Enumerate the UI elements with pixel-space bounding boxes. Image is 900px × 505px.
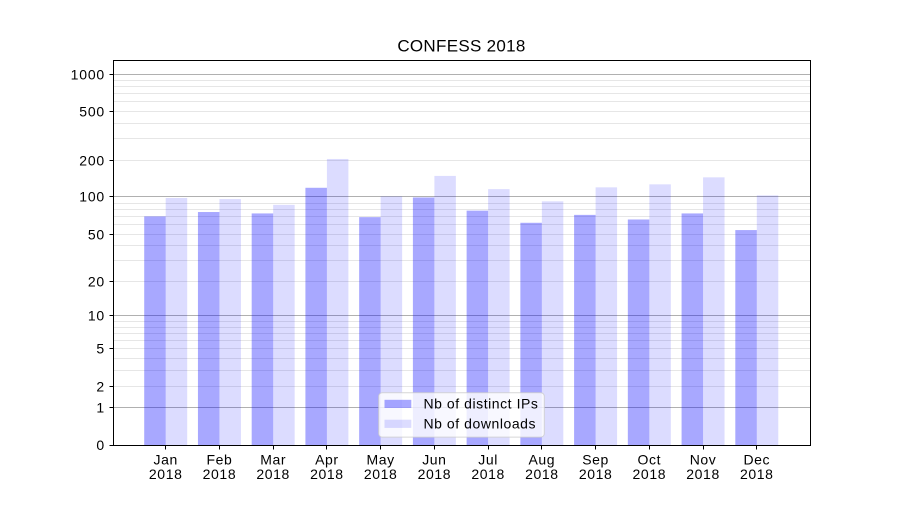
svg-text:CONFESS 2018: CONFESS 2018	[397, 37, 525, 56]
svg-text:2018: 2018	[686, 466, 720, 482]
svg-text:Nb of downloads: Nb of downloads	[424, 416, 537, 432]
svg-text:1: 1	[96, 400, 105, 416]
svg-text:50: 50	[88, 227, 105, 243]
svg-text:Mar: Mar	[260, 452, 286, 468]
svg-text:500: 500	[79, 104, 105, 120]
svg-text:200: 200	[79, 153, 105, 169]
svg-text:Apr: Apr	[315, 452, 339, 468]
svg-text:2: 2	[96, 379, 105, 395]
svg-text:2018: 2018	[364, 466, 398, 482]
svg-text:2018: 2018	[525, 466, 559, 482]
svg-text:Nb of distinct IPs: Nb of distinct IPs	[424, 396, 539, 412]
svg-text:Jun: Jun	[422, 452, 446, 468]
svg-text:1000: 1000	[71, 67, 105, 83]
svg-text:0: 0	[96, 437, 105, 453]
svg-text:May: May	[367, 452, 395, 468]
svg-text:Dec: Dec	[743, 452, 770, 468]
svg-text:2018: 2018	[418, 466, 452, 482]
svg-text:2018: 2018	[310, 466, 344, 482]
svg-text:2018: 2018	[256, 466, 290, 482]
svg-text:10: 10	[88, 308, 105, 324]
svg-text:Sep: Sep	[582, 452, 609, 468]
svg-text:2018: 2018	[579, 466, 613, 482]
svg-text:2018: 2018	[149, 466, 183, 482]
svg-text:2018: 2018	[633, 466, 667, 482]
svg-text:2018: 2018	[471, 466, 505, 482]
svg-text:Jul: Jul	[478, 452, 498, 468]
svg-text:Jan: Jan	[154, 452, 178, 468]
svg-text:Feb: Feb	[206, 452, 232, 468]
svg-text:Oct: Oct	[638, 452, 662, 468]
svg-text:2018: 2018	[740, 466, 774, 482]
svg-text:20: 20	[88, 274, 105, 290]
svg-text:5: 5	[96, 341, 105, 357]
svg-text:Aug: Aug	[528, 452, 555, 468]
svg-text:2018: 2018	[203, 466, 237, 482]
svg-text:100: 100	[79, 189, 105, 205]
svg-text:Nov: Nov	[690, 452, 717, 468]
